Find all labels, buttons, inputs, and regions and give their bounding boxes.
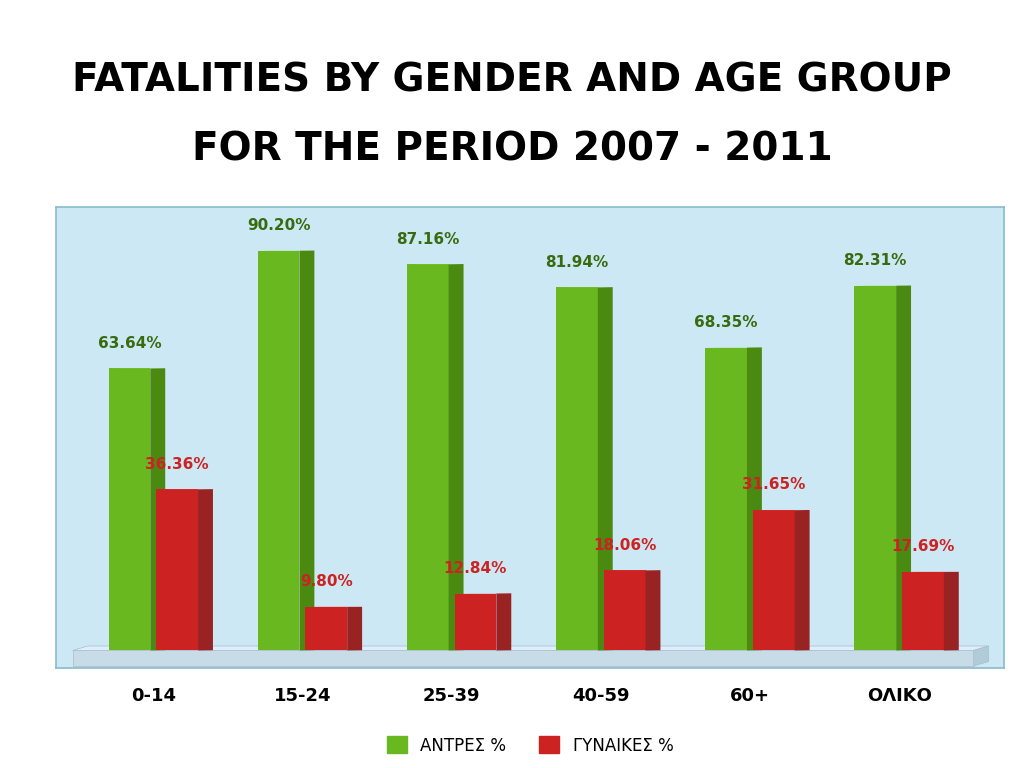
Polygon shape xyxy=(795,510,810,650)
Text: 36.36%: 36.36% xyxy=(145,457,209,472)
Polygon shape xyxy=(746,347,762,650)
Polygon shape xyxy=(974,646,988,666)
Polygon shape xyxy=(449,264,464,650)
Polygon shape xyxy=(258,251,299,650)
Polygon shape xyxy=(157,489,198,650)
Text: 82.31%: 82.31% xyxy=(844,253,907,268)
Polygon shape xyxy=(598,287,612,650)
Polygon shape xyxy=(151,368,165,650)
Polygon shape xyxy=(944,572,958,650)
Text: FATALITIES BY GENDER AND AGE GROUP: FATALITIES BY GENDER AND AGE GROUP xyxy=(72,61,952,100)
Polygon shape xyxy=(854,286,896,650)
Polygon shape xyxy=(73,646,988,650)
Legend: ΑΝΤΡΕΣ %, ΓΥΝΑΙΚΕΣ %: ΑΝΤΡΕΣ %, ΓΥΝΑΙΚΕΣ % xyxy=(380,730,680,761)
Polygon shape xyxy=(556,287,598,650)
Polygon shape xyxy=(299,250,314,650)
Text: 68.35%: 68.35% xyxy=(694,315,758,330)
Polygon shape xyxy=(902,572,944,650)
Text: 17.69%: 17.69% xyxy=(891,539,954,554)
Polygon shape xyxy=(753,510,795,650)
Polygon shape xyxy=(645,570,660,650)
Polygon shape xyxy=(305,607,347,650)
Text: 31.65%: 31.65% xyxy=(742,478,806,492)
Polygon shape xyxy=(604,571,645,650)
Polygon shape xyxy=(455,594,497,650)
Text: 90.20%: 90.20% xyxy=(247,218,310,233)
Polygon shape xyxy=(896,286,911,650)
Polygon shape xyxy=(497,594,511,650)
Text: 9.80%: 9.80% xyxy=(300,574,352,589)
Text: 63.64%: 63.64% xyxy=(97,336,161,351)
Polygon shape xyxy=(347,607,362,650)
Text: 12.84%: 12.84% xyxy=(443,561,507,576)
Polygon shape xyxy=(109,369,151,650)
Text: 81.94%: 81.94% xyxy=(546,255,608,270)
Polygon shape xyxy=(198,489,213,650)
Polygon shape xyxy=(706,348,746,650)
Text: 87.16%: 87.16% xyxy=(396,231,460,247)
Text: 18.06%: 18.06% xyxy=(593,538,656,553)
Polygon shape xyxy=(407,264,449,650)
Text: FOR THE PERIOD 2007 - 2011: FOR THE PERIOD 2007 - 2011 xyxy=(191,131,833,169)
Polygon shape xyxy=(73,650,974,666)
